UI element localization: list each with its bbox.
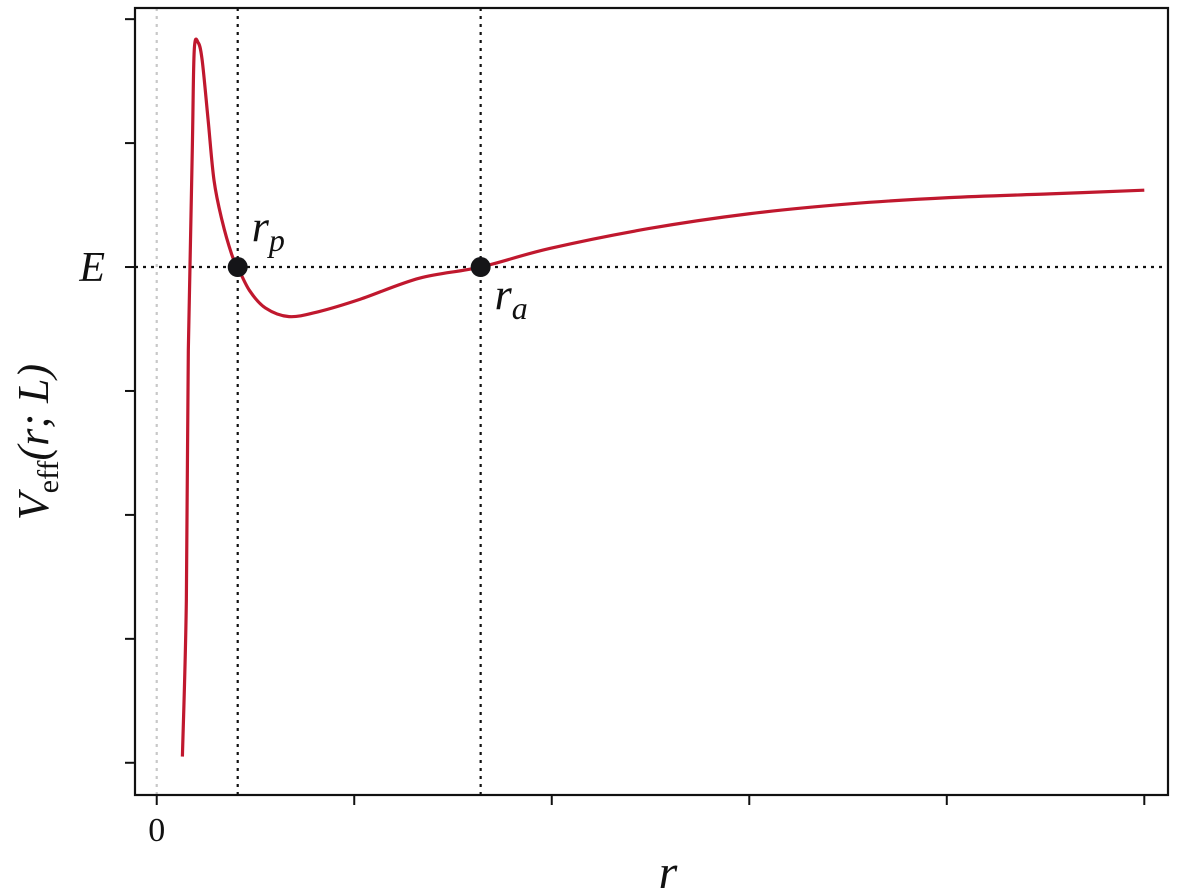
turning-point-label-main: r: [252, 202, 270, 251]
y-axis-label: Veff(r; L): [9, 364, 65, 520]
x-tick-label: 0: [148, 812, 165, 849]
y-axis-label-rest: (r; L): [9, 364, 58, 461]
y-axis-label-main: V: [9, 488, 58, 520]
turning-point-label-sub: a: [512, 290, 528, 326]
turning-point: [470, 257, 491, 278]
potential-curve: [180, 37, 1145, 757]
y-axis-label-sub: eff: [32, 460, 65, 493]
turning-point-label: rp: [252, 202, 285, 258]
turning-point-label-main: r: [495, 270, 513, 319]
turning-point-label-sub: p: [267, 222, 285, 258]
turning-point: [227, 257, 248, 278]
turning-point-label: ra: [495, 270, 528, 326]
plot-frame: [133, 6, 1170, 797]
x-axis-label: r: [659, 846, 678, 894]
y-tick-label: E: [78, 245, 105, 291]
